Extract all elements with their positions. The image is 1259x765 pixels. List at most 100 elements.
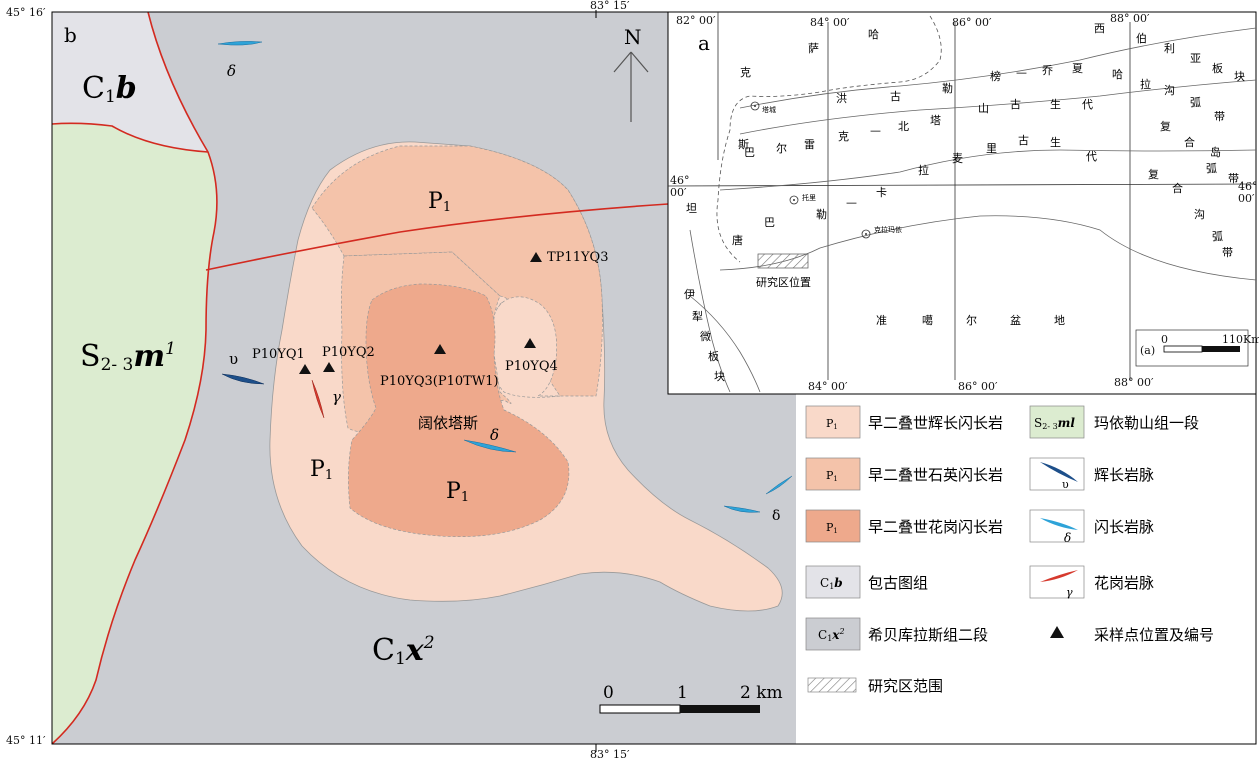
sample-label: P10YQ3(P10TW1) [380, 374, 499, 389]
inset-lon-label: 88° 00′ [1110, 12, 1150, 25]
svg-text:沟: 沟 [1164, 84, 1175, 97]
svg-text:古: 古 [890, 90, 901, 103]
town-label: 塔城 [762, 105, 776, 114]
dike-label-upsilon: υ [229, 350, 238, 368]
sample-label: TP11YQ3 [547, 250, 608, 265]
lon-label: 83° 15′ [590, 748, 630, 761]
legend-label: 早二叠世辉长闪长岩 [868, 414, 1003, 432]
panel-b-label: b [64, 23, 77, 47]
inset-scale-bar: 0 110Km (a) [1135, 329, 1259, 367]
svg-text:勒: 勒 [816, 208, 827, 221]
legend-label: 玛依勒山组一段 [1094, 414, 1199, 432]
gabbro-dike-symbol [1040, 462, 1078, 482]
svg-text:山: 山 [978, 102, 989, 115]
legend-symbol: P1 [826, 469, 838, 483]
intrusion-label: P1 [428, 189, 451, 215]
legend-symbol: C1x2 [818, 627, 845, 643]
diorite-dike-symbol [1040, 518, 1078, 530]
svg-text:生: 生 [1050, 135, 1061, 149]
intrusion-label: P1 [310, 457, 333, 483]
legend-label: 闪长岩脉 [1094, 518, 1154, 536]
legend-label: 希贝库拉斯组二段 [868, 626, 988, 644]
place-name: 阔依塔斯 [418, 414, 478, 432]
svg-text:岛: 岛 [1210, 145, 1221, 159]
svg-text:夏: 夏 [1072, 62, 1083, 75]
legend-label: 研究区范围 [868, 677, 943, 695]
unit-s23-area [52, 123, 217, 745]
svg-text:伯: 伯 [1136, 31, 1147, 45]
diorite-dike [217, 41, 263, 46]
svg-text:克: 克 [740, 66, 751, 79]
svg-text:榜: 榜 [990, 69, 1001, 83]
north-arrow: N [613, 25, 649, 122]
fault-line [205, 203, 669, 271]
dike-label-delta: δ [227, 62, 236, 80]
legend-symbol: δ [1064, 531, 1071, 545]
unit-c1b-area [52, 12, 208, 152]
scale-tick: 0 [603, 683, 614, 703]
svg-text:拉: 拉 [918, 163, 929, 177]
fault-line [51, 122, 209, 153]
legend-label: 辉长岩脉 [1094, 466, 1154, 484]
region-labels: 西 伯 利 亚 板 块 哈 拉 沟 弧 带 复 合 岛 弧 带 复 合 沟 弧 … [684, 22, 1245, 383]
legend-label: 早二叠世石英闪长岩 [868, 466, 1003, 484]
svg-text:伊: 伊 [684, 288, 695, 301]
svg-text:巴: 巴 [764, 216, 775, 229]
svg-text:塔: 塔 [930, 114, 941, 127]
svg-text:微: 微 [700, 329, 711, 343]
study-area-box [757, 253, 809, 269]
diorite-dike [765, 475, 793, 495]
svg-text:拉: 拉 [1140, 77, 1151, 91]
unit-label-c1x2: C1x2 [372, 633, 435, 669]
svg-text:西: 西 [1094, 22, 1105, 35]
svg-text:卡: 卡 [876, 186, 887, 199]
svg-text:尔: 尔 [966, 314, 977, 327]
lat-label: 45° 11′ [6, 734, 46, 747]
legend-symbol: υ [1062, 478, 1069, 491]
svg-text:乔: 乔 [1042, 64, 1053, 77]
town-symbol [750, 101, 760, 111]
inset-lat-label: 00′ [1238, 192, 1255, 205]
svg-text:代: 代 [1082, 98, 1093, 111]
svg-text:雷: 雷 [804, 138, 815, 151]
svg-text:(a): (a) [1140, 344, 1155, 357]
lat-label: 45° 16′ [6, 6, 46, 19]
sample-point: P10YQ3(P10TW1) [380, 344, 499, 389]
svg-text:萨: 萨 [808, 42, 819, 55]
svg-text:—: — [1016, 66, 1027, 79]
inset-lat-label: 46° [1238, 180, 1258, 193]
svg-text:带: 带 [1228, 172, 1239, 185]
svg-text:巴: 巴 [744, 146, 755, 159]
svg-text:复: 复 [1148, 167, 1159, 181]
svg-text:弧: 弧 [1212, 229, 1223, 243]
north-label: N [624, 25, 642, 49]
lon-label: 83° 15′ [590, 0, 630, 12]
inset-map-a: a 82° 00′ 84° 00′ 86° 00′ 88° 00′ 84° 00… [667, 11, 1259, 395]
svg-text:—: — [846, 196, 857, 209]
sample-point: TP11YQ3 [530, 250, 608, 265]
town-label: 托里 [802, 193, 816, 202]
svg-text:弧: 弧 [1190, 95, 1201, 109]
svg-text:坦: 坦 [686, 201, 697, 215]
svg-text:带: 带 [1222, 246, 1233, 259]
svg-text:克: 克 [838, 130, 849, 143]
unit-label-c1b: C1b [82, 71, 137, 107]
sample-point: P10YQ4 [505, 338, 558, 374]
town-symbol [861, 229, 871, 239]
inset-lon-label: 88° 00′ [1114, 376, 1154, 389]
svg-text:合: 合 [1184, 135, 1195, 149]
inset-lat-label: 46° [670, 174, 690, 187]
sample-symbol [1050, 626, 1064, 638]
svg-text:盆: 盆 [1010, 313, 1021, 327]
sample-point: P10YQ2 [322, 345, 375, 372]
inset-lon-label: 82° 00′ [676, 14, 716, 27]
svg-text:亚: 亚 [1190, 52, 1201, 65]
legend: P1 早二叠世辉长闪长岩 S2- 3ml 玛依勒山组一段 P1 早二叠世石英闪长… [805, 405, 1214, 695]
svg-text:古: 古 [1018, 134, 1029, 147]
legend-symbol: P1 [826, 521, 838, 535]
svg-text:哈: 哈 [1112, 68, 1123, 81]
svg-text:尔: 尔 [776, 142, 787, 155]
scale-bar: 0 1 2 km [599, 683, 783, 714]
svg-text:复: 复 [1160, 119, 1171, 133]
